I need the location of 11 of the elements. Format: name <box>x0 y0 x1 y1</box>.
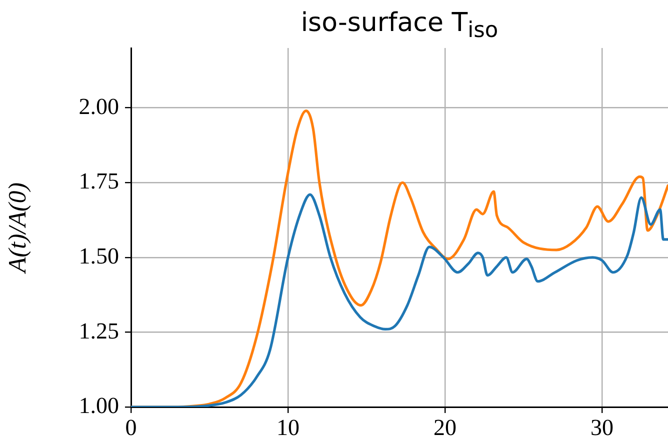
y-tick-label: 1.50 <box>78 243 119 268</box>
y-axis-title: A(t)/A(0) <box>4 182 32 275</box>
x-tick-label: 10 <box>276 414 300 440</box>
y-tick-label: 2.00 <box>78 94 119 119</box>
x-tick-label: 30 <box>590 414 614 440</box>
x-tick-label: 20 <box>434 414 457 440</box>
y-tick-label: 1.00 <box>78 393 119 418</box>
y-tick-label: 1.75 <box>78 168 119 194</box>
chart-title: iso-surface T$_{iso}$ <box>300 8 500 44</box>
y-tick-label: 1.25 <box>78 318 119 344</box>
x-tick-label: 0 <box>125 414 137 440</box>
